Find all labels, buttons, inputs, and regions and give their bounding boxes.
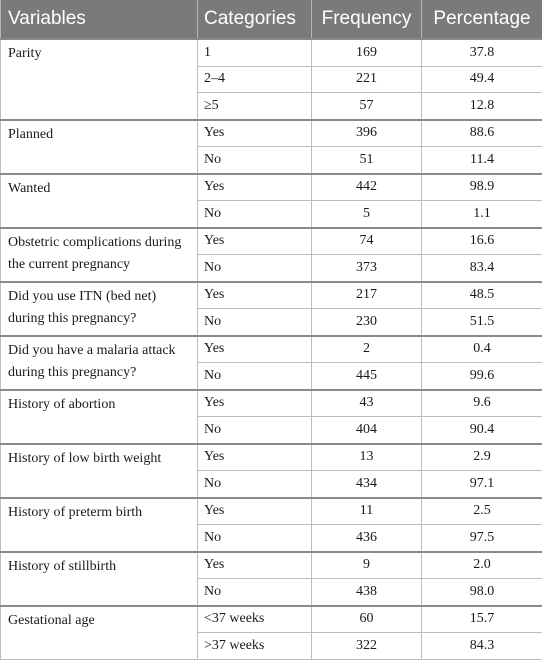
category-cell: Yes [198, 498, 312, 525]
category-cell: No [198, 255, 312, 282]
category-cell: Yes [198, 552, 312, 579]
percentage-cell: 11.4 [422, 147, 542, 174]
frequency-cell: 438 [312, 579, 422, 606]
header-percentage: Percentage [422, 0, 542, 39]
frequency-cell: 11 [312, 498, 422, 525]
header-variables: Variables [1, 0, 198, 39]
percentage-cell: 49.4 [422, 66, 542, 93]
category-cell: 1 [198, 39, 312, 66]
category-cell: No [198, 309, 312, 336]
percentage-cell: 12.8 [422, 93, 542, 120]
table-header: Variables Categories Frequency Percentag… [1, 0, 542, 39]
frequency-cell: 404 [312, 417, 422, 444]
header-categories: Categories [198, 0, 312, 39]
category-cell: Yes [198, 390, 312, 417]
frequency-cell: 434 [312, 471, 422, 498]
category-cell: No [198, 201, 312, 228]
frequency-cell: 57 [312, 93, 422, 120]
percentage-cell: 2.5 [422, 498, 542, 525]
percentage-cell: 98.9 [422, 174, 542, 201]
percentage-cell: 83.4 [422, 255, 542, 282]
percentage-cell: 2.0 [422, 552, 542, 579]
category-cell: Yes [198, 282, 312, 309]
category-cell: Yes [198, 228, 312, 255]
variable-cell: History of abortion [1, 390, 198, 444]
percentage-cell: 99.6 [422, 363, 542, 390]
variable-cell: Did you use ITN (bed net) during this pr… [1, 282, 198, 336]
frequency-cell: 442 [312, 174, 422, 201]
variable-cell: Gestational age [1, 606, 198, 660]
table-row: Did you have a malaria attack during thi… [1, 336, 542, 363]
percentage-cell: 9.6 [422, 390, 542, 417]
percentage-cell: 90.4 [422, 417, 542, 444]
percentage-cell: 0.4 [422, 336, 542, 363]
category-cell: No [198, 471, 312, 498]
table-row: Did you use ITN (bed net) during this pr… [1, 282, 542, 309]
table-row: Obstetric complications during the curre… [1, 228, 542, 255]
variable-cell: Obstetric complications during the curre… [1, 228, 198, 282]
category-cell: No [198, 525, 312, 552]
frequency-cell: 13 [312, 444, 422, 471]
percentage-cell: 1.1 [422, 201, 542, 228]
variable-cell: History of low birth weight [1, 444, 198, 498]
variable-cell: History of preterm birth [1, 498, 198, 552]
frequency-cell: 74 [312, 228, 422, 255]
variable-cell: Parity [1, 39, 198, 120]
frequency-cell: 217 [312, 282, 422, 309]
category-cell: Yes [198, 120, 312, 147]
category-cell: 2–4 [198, 66, 312, 93]
frequency-cell: 5 [312, 201, 422, 228]
category-cell: No [198, 417, 312, 444]
frequency-cell: 43 [312, 390, 422, 417]
percentage-cell: 16.6 [422, 228, 542, 255]
category-cell: Yes [198, 336, 312, 363]
category-cell: ≥5 [198, 93, 312, 120]
percentage-cell: 98.0 [422, 579, 542, 606]
frequency-cell: 2 [312, 336, 422, 363]
percentage-cell: 97.1 [422, 471, 542, 498]
percentage-cell: 51.5 [422, 309, 542, 336]
frequency-cell: 373 [312, 255, 422, 282]
category-cell: No [198, 147, 312, 174]
header-row: Variables Categories Frequency Percentag… [1, 0, 542, 39]
frequency-cell: 60 [312, 606, 422, 633]
frequency-cell: 9 [312, 552, 422, 579]
percentage-cell: 97.5 [422, 525, 542, 552]
category-cell: Yes [198, 174, 312, 201]
variable-cell: Planned [1, 120, 198, 174]
frequency-cell: 230 [312, 309, 422, 336]
percentage-cell: 48.5 [422, 282, 542, 309]
header-frequency: Frequency [312, 0, 422, 39]
percentage-cell: 2.9 [422, 444, 542, 471]
variable-cell: History of stillbirth [1, 552, 198, 606]
category-cell: No [198, 363, 312, 390]
frequency-cell: 51 [312, 147, 422, 174]
percentage-cell: 88.6 [422, 120, 542, 147]
percentage-cell: 15.7 [422, 606, 542, 633]
category-cell: Yes [198, 444, 312, 471]
frequency-cell: 436 [312, 525, 422, 552]
frequency-cell: 445 [312, 363, 422, 390]
variable-cell: Did you have a malaria attack during thi… [1, 336, 198, 390]
frequency-cell: 169 [312, 39, 422, 66]
category-cell: No [198, 579, 312, 606]
frequency-cell: 396 [312, 120, 422, 147]
frequency-cell: 221 [312, 66, 422, 93]
category-cell: <37 weeks [198, 606, 312, 633]
percentage-cell: 37.8 [422, 39, 542, 66]
variable-cell: Wanted [1, 174, 198, 228]
